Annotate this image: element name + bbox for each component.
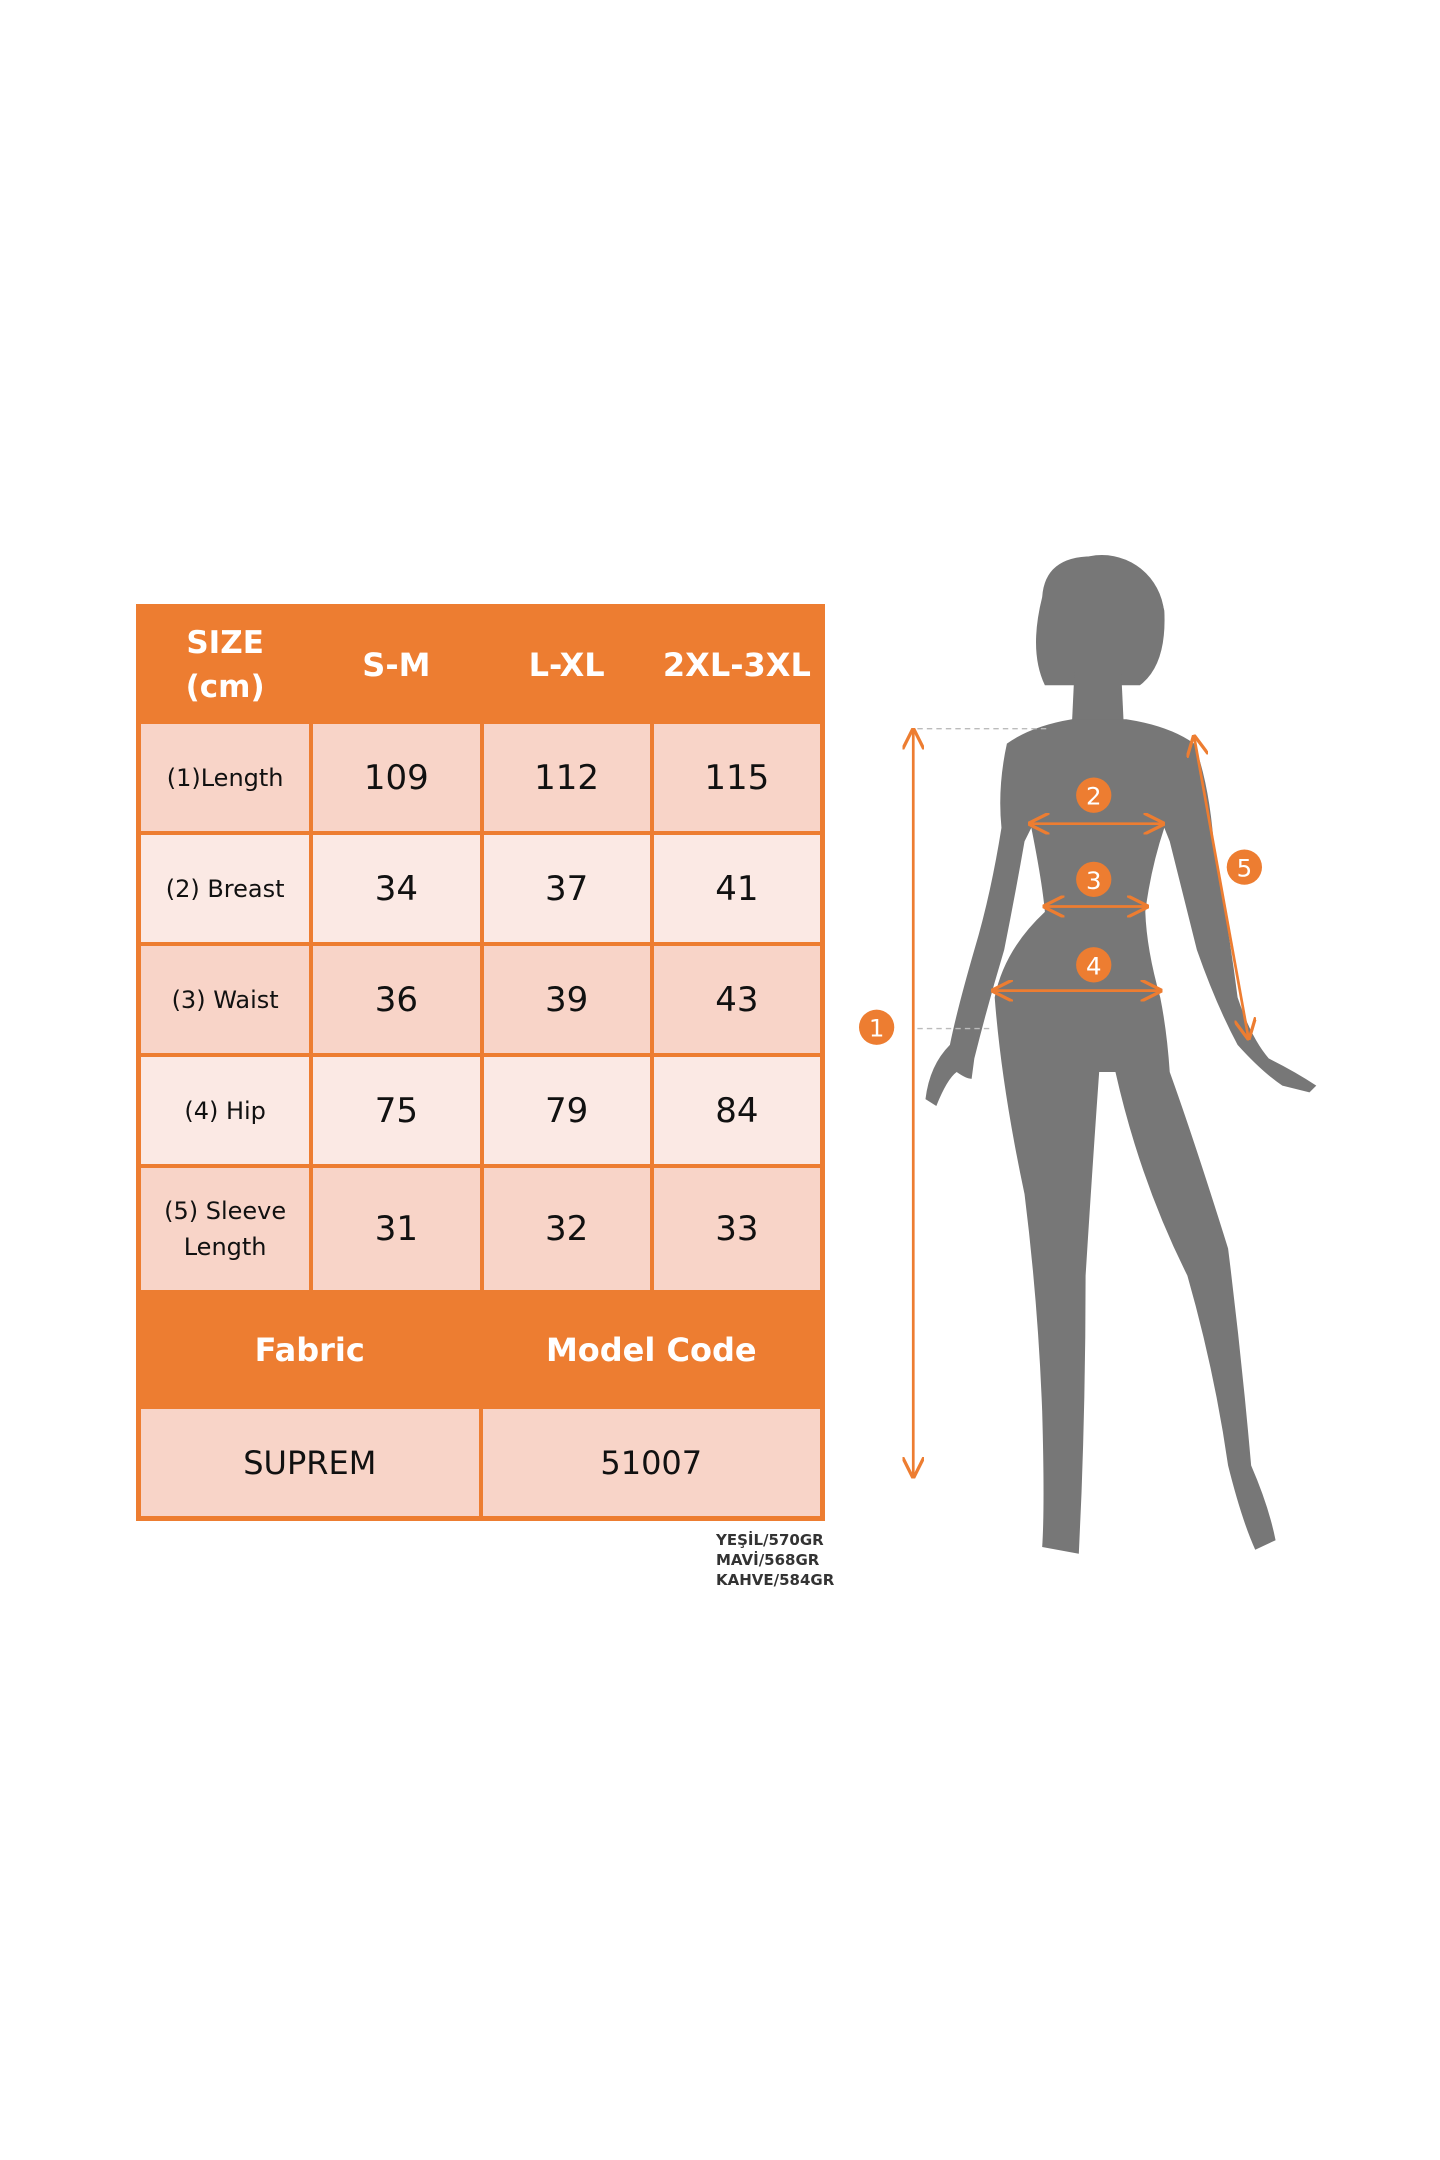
table-cell: 39 <box>481 944 652 1055</box>
model-code-value: 51007 <box>480 1407 822 1518</box>
note-line: MAVİ/568GR <box>716 1551 820 1569</box>
table-row: (1)Length 109 112 115 <box>139 722 822 833</box>
footer-header-row: Fabric Model Code <box>139 1292 822 1407</box>
size-column-header: L-XL <box>481 607 652 722</box>
marker-3-label: 3 <box>1086 866 1102 895</box>
woman-silhouette <box>925 555 1317 1554</box>
row-label: (3) Waist <box>139 944 312 1055</box>
row-label-line: Length <box>183 1233 267 1261</box>
color-weight-notes: YEŞİL/570GR MAVİ/568GR KAHVE/584GR <box>716 1530 834 1590</box>
marker-4-label: 4 <box>1086 951 1102 980</box>
row-label: (5) Sleeve Length <box>139 1166 312 1292</box>
marker-2-label: 2 <box>1086 782 1102 811</box>
table-row: (3) Waist 36 39 43 <box>139 944 822 1055</box>
table-cell: 41 <box>651 833 822 944</box>
table-cell: 34 <box>311 833 482 944</box>
row-label: (4) Hip <box>139 1055 312 1166</box>
table-cell: 79 <box>481 1055 652 1166</box>
marker-2-badge <box>1076 777 1112 813</box>
size-chart-table: SIZE (cm) S-M L-XL 2XL-3XL (1)Length 109 … <box>136 604 825 1521</box>
row-label: (2) Breast <box>139 833 312 944</box>
table-cell: 112 <box>481 722 652 833</box>
unit-label: (cm) <box>185 668 265 705</box>
size-header-cell: SIZE (cm) <box>139 607 312 722</box>
marker-1-badge <box>858 1009 895 1045</box>
marker-4-badge <box>1076 947 1112 983</box>
table-cell: 43 <box>651 944 822 1055</box>
table-cell: 75 <box>311 1055 482 1166</box>
table-cell: 115 <box>651 722 822 833</box>
note-line: KAHVE/584GR <box>716 1571 835 1589</box>
marker-5-label: 5 <box>1237 854 1253 883</box>
size-column-header: 2XL-3XL <box>651 607 822 722</box>
table-row: (5) Sleeve Length 31 32 33 <box>139 1166 822 1292</box>
table-row: (4) Hip 75 79 84 <box>139 1055 822 1166</box>
sleeve-arrow <box>1194 737 1248 1038</box>
size-label: SIZE <box>186 624 264 661</box>
fabric-value: SUPREM <box>139 1407 481 1518</box>
marker-5-badge <box>1226 849 1263 885</box>
table-cell: 37 <box>481 833 652 944</box>
table-cell: 33 <box>651 1166 822 1292</box>
note-line: YEŞİL/570GR <box>716 1531 824 1549</box>
marker-3-badge <box>1076 861 1112 897</box>
table-cell: 109 <box>311 722 482 833</box>
marker-1-label: 1 <box>869 1014 885 1043</box>
table-cell: 31 <box>311 1166 482 1292</box>
table-cell: 84 <box>651 1055 822 1166</box>
model-code-header: Model Code <box>480 1292 822 1407</box>
footer-value-row: SUPREM 51007 <box>139 1407 822 1518</box>
fabric-header: Fabric <box>139 1292 481 1407</box>
table-cell: 36 <box>311 944 482 1055</box>
table-row: (2) Breast 34 37 41 <box>139 833 822 944</box>
table-header-row: SIZE (cm) S-M L-XL 2XL-3XL <box>139 607 822 722</box>
table-cell: 32 <box>481 1166 652 1292</box>
row-label: (1)Length <box>139 722 312 833</box>
size-column-header: S-M <box>311 607 482 722</box>
row-label-line: (5) Sleeve <box>164 1197 287 1225</box>
